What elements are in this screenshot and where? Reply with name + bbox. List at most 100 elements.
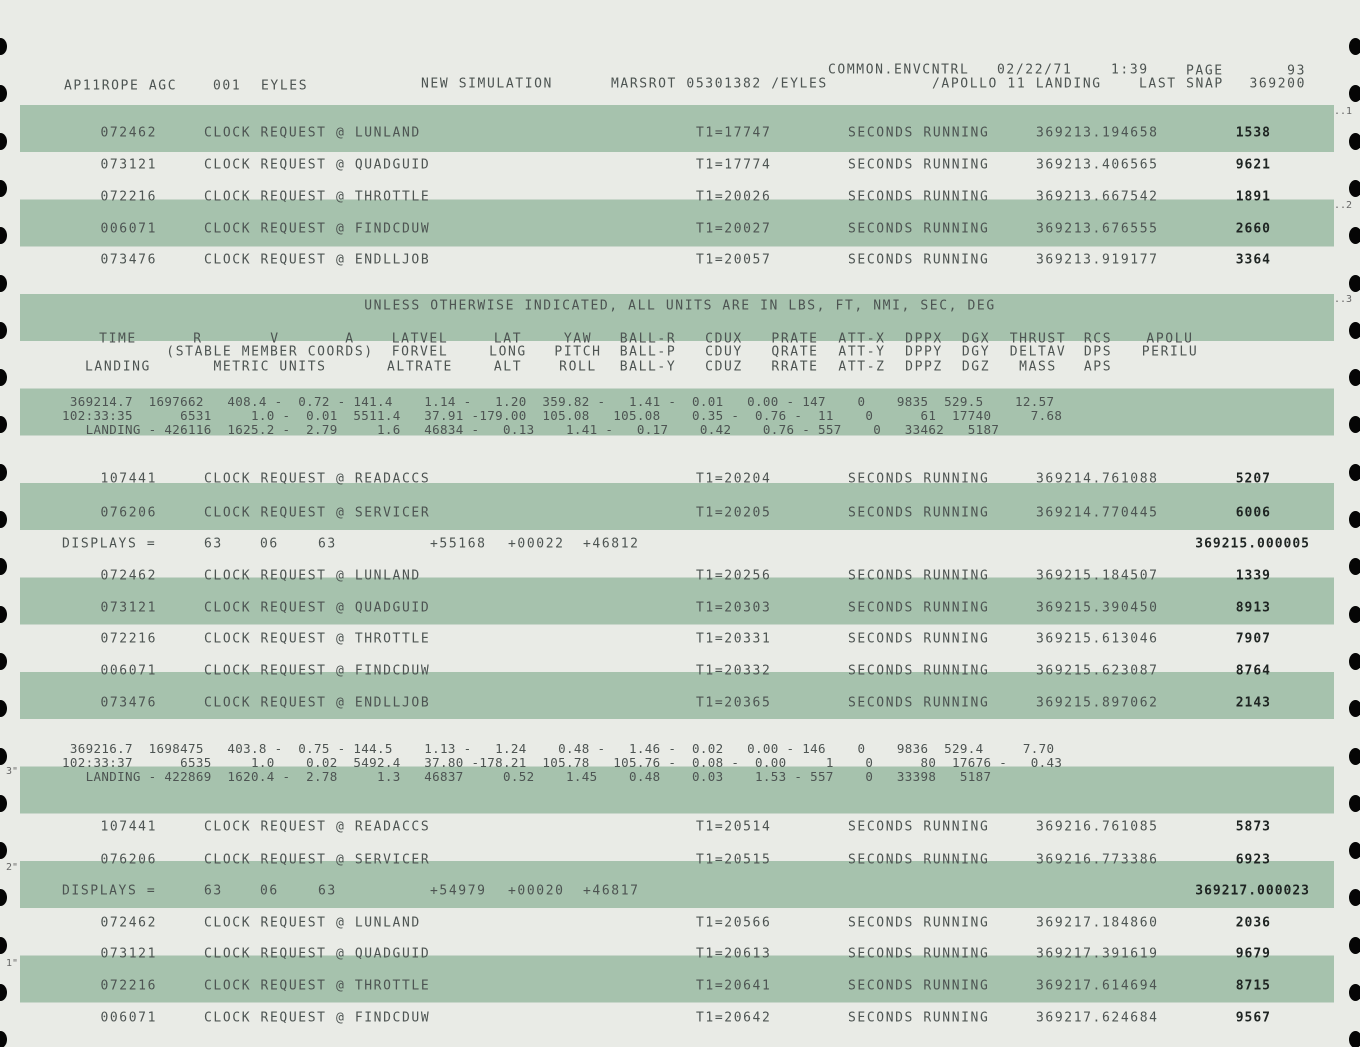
header-snap-label: LAST SNAP [1139,76,1224,92]
status: SECONDS RUNNING [848,221,990,237]
header-date: 02/22/71 [997,62,1073,78]
status: SECONDS RUNNING [848,819,990,835]
column-header: DGZ [961,359,991,375]
hole-left [0,652,7,670]
column-header: DPPX [905,331,943,347]
address: 072216 [100,631,157,647]
column-header: APS [1083,359,1113,375]
hole-left [0,936,7,954]
column-header: BALL-R [619,331,677,347]
count: 1538 [1235,125,1271,141]
hole-left [0,227,7,245]
clock-request: CLOCK REQUEST @ FINDCDUW [204,1010,431,1026]
address: 072462 [100,915,157,931]
status: SECONDS RUNNING [848,125,990,141]
address: 073121 [100,157,157,173]
count: 3364 [1235,252,1271,268]
hole-right [1349,369,1360,387]
column-header: DPPY [905,344,943,360]
status: SECONDS RUNNING [848,252,990,268]
column-header: CDUX [705,331,743,347]
hole-left [0,605,7,623]
snapshot-line: LANDING - 426116 1625.2 - 2.79 1.6 46834… [62,421,1000,437]
header-common: COMMON.ENVCNTRL [828,62,970,78]
column-header: TIME [99,331,137,347]
display-field: 63 [318,883,337,899]
t1: T1=20641 [696,978,772,994]
time: 369215.623087 [1036,663,1159,679]
clock-request: CLOCK REQUEST @ LUNLAND [204,568,421,584]
display-field: +00020 [508,883,565,899]
address: 073476 [100,252,157,268]
address: 006071 [100,663,157,679]
hole-left [0,179,7,197]
time: 369215.184507 [1036,568,1159,584]
hole-right [1349,700,1360,718]
count: 9567 [1235,1010,1271,1026]
header-snap: 369200 [1249,76,1306,92]
t1: T1=20332 [696,663,772,679]
t1: T1=20256 [696,568,772,584]
margin-mark: 1" [6,958,19,969]
hole-right [1349,984,1360,1001]
display-field: 63 [204,883,223,899]
column-header: MASS [1019,359,1057,375]
snapshot-line: 369216.7 1698475 403.8 - 0.75 - 144.5 1.… [62,740,1055,756]
count: 9679 [1235,946,1271,962]
hole-right [1349,179,1360,197]
count: 2036 [1235,915,1271,931]
clock-request: CLOCK REQUEST @ THROTTLE [204,631,431,647]
column-header: DELTAV [1009,344,1067,360]
column-header: ALT [493,359,523,375]
time: 369215.390450 [1036,600,1159,616]
clock-request: CLOCK REQUEST @ THROTTLE [204,189,431,205]
column-header: CDUZ [705,359,743,375]
time: 369213.667542 [1036,189,1159,205]
column-header: DPS [1083,344,1113,360]
hole-right [1349,794,1360,812]
hole-left [0,132,7,150]
t1: T1=20303 [696,600,772,616]
hole-left [0,747,7,765]
t1: T1=20057 [696,252,772,268]
t1: T1=20613 [696,946,772,962]
column-header: ALTRATE [387,359,453,375]
t1: T1=20027 [696,221,772,237]
column-header: DPPZ [905,359,943,375]
time: 369217.391619 [1036,946,1159,962]
address: 076206 [100,505,157,521]
clock-request: CLOCK REQUEST @ ENDLLJOB [204,695,431,711]
column-header: FORVEL [391,344,449,360]
display-field: +46817 [583,883,640,899]
t1: T1=20026 [696,189,772,205]
address: 072462 [100,125,157,141]
count: 7907 [1235,631,1271,647]
t1: T1=20566 [696,915,772,931]
column-header: LANDING [85,359,151,375]
column-header: LAT [493,331,523,347]
time: 369213.406565 [1036,157,1159,173]
column-header: A [345,331,355,347]
hole-right [1349,85,1360,103]
hole-right [1349,605,1360,623]
clock-request: CLOCK REQUEST @ ENDLLJOB [204,252,431,268]
margin-mark: 2" [6,862,19,873]
hole-left [0,889,7,907]
column-header: PRATE [771,331,819,347]
column-header: CDUY [705,344,743,360]
status: SECONDS RUNNING [848,695,990,711]
status: SECONDS RUNNING [848,189,990,205]
t1: T1=20365 [696,695,772,711]
hole-left [0,984,7,1001]
snapshot-line: 102:33:37 6535 1.0 0.02 5492.4 37.80 -17… [62,754,1063,770]
clock-request: CLOCK REQUEST @ QUADGUID [204,946,431,962]
display-field: +55168 [430,536,487,552]
greenbar-stripes [20,105,1334,1005]
hole-right [1349,1031,1360,1047]
address: 073476 [100,695,157,711]
hole-left [0,274,7,292]
time: 369214.761088 [1036,471,1159,487]
address: 107441 [100,819,157,835]
status: SECONDS RUNNING [848,915,990,931]
